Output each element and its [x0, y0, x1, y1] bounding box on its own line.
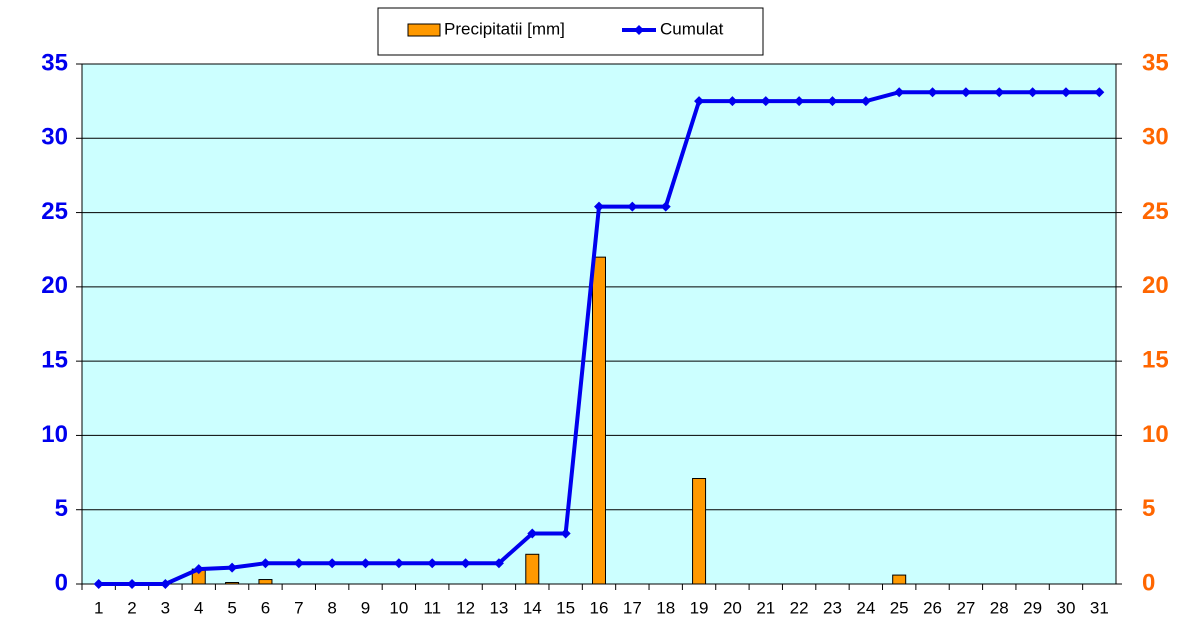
x-tick-label: 23	[823, 598, 842, 617]
y2-tick-label: 5	[1142, 495, 1155, 522]
marker	[960, 87, 971, 98]
marker	[93, 579, 104, 589]
x-tick-label: 19	[690, 598, 709, 617]
marker	[127, 579, 138, 589]
x-tick-label: 4	[194, 598, 203, 617]
x-tick-label: 18	[656, 598, 675, 617]
y2-tick-label: 15	[1142, 346, 1169, 373]
y2-tick-label: 35	[1142, 49, 1169, 76]
x-tick-label: 9	[361, 598, 370, 617]
y-tick-label: 30	[41, 124, 68, 151]
marker	[894, 87, 905, 98]
legend-swatch	[407, 23, 441, 37]
x-tick-label: 14	[523, 598, 542, 617]
x-tick-label: 3	[161, 598, 170, 617]
marker	[260, 558, 271, 569]
y-tick-label: 35	[41, 49, 68, 76]
marker	[427, 558, 438, 569]
legend-marker	[634, 25, 644, 35]
bar	[258, 579, 273, 585]
x-tick-label: 20	[723, 598, 742, 617]
x-tick-label: 27	[956, 598, 975, 617]
marker	[760, 96, 771, 107]
marker	[660, 201, 671, 212]
marker	[460, 558, 471, 569]
marker	[794, 96, 805, 107]
marker	[493, 558, 504, 569]
marker	[293, 558, 304, 569]
x-tick-label: 31	[1090, 598, 1109, 617]
y-tick-label: 0	[55, 569, 68, 596]
marker	[927, 87, 938, 98]
x-tick-label: 13	[489, 598, 508, 617]
marker	[393, 558, 404, 569]
legend-label: Precipitatii [mm]	[444, 19, 565, 38]
x-tick-label: 28	[990, 598, 1009, 617]
marker	[627, 201, 638, 212]
x-tick-label: 17	[623, 598, 642, 617]
marker	[860, 96, 871, 107]
marker	[227, 562, 238, 573]
x-tick-label: 1	[94, 598, 103, 617]
y2-tick-label: 10	[1142, 421, 1169, 448]
marker	[1027, 87, 1038, 98]
y2-tick-label: 25	[1142, 198, 1169, 225]
legend-label: Cumulat	[660, 19, 724, 38]
marker	[560, 528, 571, 539]
bar	[225, 582, 240, 585]
x-tick-label: 5	[227, 598, 236, 617]
y-tick-label: 25	[41, 198, 68, 225]
marker	[594, 201, 604, 212]
marker	[360, 558, 371, 569]
legend: Precipitatii [mm] Cumulat	[377, 7, 764, 56]
x-tick-label: 22	[790, 598, 809, 617]
x-tick-label: 2	[127, 598, 136, 617]
y-tick-label: 15	[41, 346, 68, 373]
y2-tick-label: 0	[1142, 569, 1155, 596]
x-tick-label: 21	[756, 598, 775, 617]
x-tick-label: 16	[590, 598, 609, 617]
marker	[160, 579, 171, 589]
bar	[525, 553, 540, 585]
x-tick-label: 8	[327, 598, 336, 617]
legend-box	[377, 7, 764, 56]
x-tick-label: 15	[556, 598, 575, 617]
y2-tick-label: 30	[1142, 124, 1169, 151]
marker	[193, 564, 204, 575]
x-tick-label: 25	[890, 598, 909, 617]
x-tick-label: 12	[456, 598, 475, 617]
marker	[327, 558, 338, 569]
bar	[592, 256, 606, 585]
marker	[1094, 87, 1105, 98]
marker	[694, 96, 705, 107]
x-tick-label: 26	[923, 598, 942, 617]
y-tick-label: 10	[41, 421, 68, 448]
marker	[527, 528, 538, 539]
x-tick-label: 11	[423, 598, 441, 617]
marker	[994, 87, 1005, 98]
x-tick-label: 7	[294, 598, 303, 617]
x-tick-label: 30	[1057, 598, 1076, 617]
y2-tick-label: 20	[1142, 272, 1169, 299]
bar	[692, 478, 707, 585]
x-tick-label: 10	[389, 598, 408, 617]
x-tick-label: 29	[1023, 598, 1042, 617]
bar	[892, 574, 907, 585]
y-tick-label: 5	[55, 495, 68, 522]
marker	[1060, 87, 1071, 98]
marker	[827, 96, 838, 107]
y-tick-label: 20	[41, 272, 68, 299]
x-tick-label: 24	[856, 598, 875, 617]
x-tick-label: 6	[261, 598, 270, 617]
marker	[727, 96, 738, 107]
